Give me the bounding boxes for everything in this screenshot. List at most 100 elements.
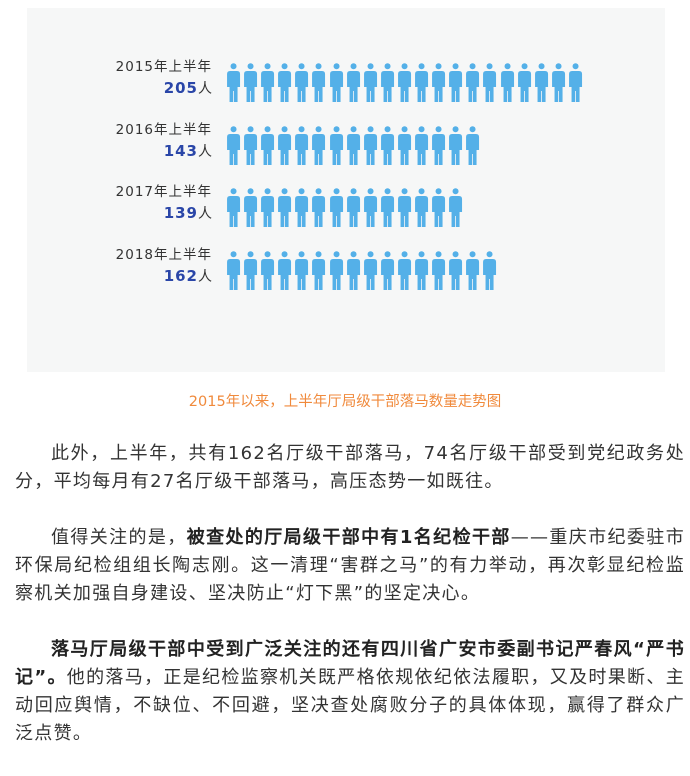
person-icon	[295, 188, 309, 227]
count-label: 162人	[62, 265, 212, 288]
person-icon	[244, 188, 258, 227]
count-unit: 人	[198, 269, 212, 285]
count-value: 205	[163, 79, 198, 97]
paragraph: 此外，上半年，共有162名厅级干部落马，74名厅级干部受到党纪政务处分，平均每月…	[15, 440, 685, 496]
person-icon	[483, 251, 497, 290]
person-icon	[432, 126, 446, 165]
person-icon	[415, 126, 429, 165]
person-icon	[500, 63, 514, 102]
person-icon	[449, 188, 463, 227]
person-icon	[278, 63, 292, 102]
person-icon	[380, 126, 394, 165]
paragraph: 落马厅局级干部中受到广泛关注的还有四川省广安市委副书记严春风“严书记”。他的落马…	[15, 636, 685, 748]
person-icon	[397, 188, 411, 227]
person-icon	[261, 126, 275, 165]
person-icon	[432, 63, 446, 102]
person-icon	[312, 63, 326, 102]
person-icon	[261, 63, 275, 102]
person-icon	[449, 126, 463, 165]
row-label: 2015年上半年 205人	[62, 57, 212, 100]
person-icon	[568, 63, 582, 102]
person-icon	[380, 188, 394, 227]
count-label: 205人	[62, 77, 212, 100]
person-icon	[244, 63, 258, 102]
person-icon-group	[225, 188, 464, 228]
row-label: 2016年上半年 143人	[62, 120, 212, 163]
row-label: 2018年上半年 162人	[62, 245, 212, 288]
person-icon	[466, 251, 480, 290]
bold-text: 落马厅局级干部中受到广泛关注的还有四川省广安市委副书记严春风“严书记”。	[15, 639, 685, 688]
person-icon	[227, 126, 241, 165]
person-icon-group	[225, 126, 481, 166]
person-icon	[415, 188, 429, 227]
person-icon	[346, 63, 360, 102]
person-icon	[483, 63, 497, 102]
bold-text: 被查处的厅局级干部中有1名纪检干部	[186, 527, 511, 548]
count-label: 139人	[62, 202, 212, 225]
count-unit: 人	[198, 206, 212, 222]
row-label: 2017年上半年 139人	[62, 182, 212, 225]
person-icon	[295, 126, 309, 165]
period-label: 2016年上半年	[115, 122, 212, 138]
person-icon	[380, 63, 394, 102]
person-icon	[449, 63, 463, 102]
person-icon	[295, 251, 309, 290]
person-icon	[363, 63, 377, 102]
person-icon	[551, 63, 565, 102]
person-icon	[363, 188, 377, 227]
count-value: 162	[163, 267, 198, 285]
person-icon	[261, 251, 275, 290]
person-icon	[534, 63, 548, 102]
count-unit: 人	[198, 144, 212, 160]
person-icon	[312, 126, 326, 165]
person-icon	[466, 126, 480, 165]
text: ——重庆市纪委驻市环保局纪检组组长陶志刚。这一清理“害群之马”的有力举动，再次彰…	[15, 527, 685, 604]
person-icon	[380, 251, 394, 290]
person-icon	[227, 188, 241, 227]
text: 他的落马，正是纪检监察机关既严格依规依纪依法履职，又及时果断、主动回应舆情，不缺…	[15, 667, 685, 744]
person-icon-group	[225, 251, 499, 291]
person-icon	[346, 251, 360, 290]
person-icon	[363, 126, 377, 165]
person-icon	[466, 63, 480, 102]
person-icon	[244, 126, 258, 165]
person-icon	[278, 126, 292, 165]
person-icon	[397, 126, 411, 165]
person-icon	[278, 251, 292, 290]
person-icon	[329, 251, 343, 290]
person-icon	[397, 251, 411, 290]
infographic-row: 2016年上半年 143人	[27, 120, 665, 170]
person-icon	[432, 188, 446, 227]
person-icon	[517, 63, 531, 102]
person-icon	[346, 188, 360, 227]
paragraph: 值得关注的是，被查处的厅局级干部中有1名纪检干部——重庆市纪委驻市环保局纪检组组…	[15, 524, 685, 608]
person-icon-group	[225, 63, 584, 103]
person-icon	[329, 188, 343, 227]
infographic-row: 2017年上半年 139人	[27, 182, 665, 232]
person-icon	[415, 63, 429, 102]
period-label: 2017年上半年	[115, 184, 212, 200]
count-unit: 人	[198, 81, 212, 97]
person-icon	[261, 188, 275, 227]
article-body: 此外，上半年，共有162名厅级干部落马，74名厅级干部受到党纪政务处分，平均每月…	[15, 440, 685, 776]
person-icon	[329, 126, 343, 165]
text: 此外，上半年，共有162名厅级干部落马，74名厅级干部受到党纪政务处分，平均每月…	[15, 443, 685, 492]
infographic-row: 2015年上半年 205人	[27, 57, 665, 107]
person-icon	[363, 251, 377, 290]
period-label: 2015年上半年	[115, 59, 212, 75]
infographic: 2015年上半年 205人 2016年上半年 143人 2017年上半年 139…	[27, 8, 665, 372]
person-icon	[449, 251, 463, 290]
person-icon	[397, 63, 411, 102]
person-icon	[295, 63, 309, 102]
person-icon	[227, 63, 241, 102]
person-icon	[346, 126, 360, 165]
text: 值得关注的是，	[51, 527, 187, 548]
person-icon	[244, 251, 258, 290]
count-value: 139	[163, 204, 198, 222]
count-value: 143	[163, 142, 198, 160]
infographic-row: 2018年上半年 162人	[27, 245, 665, 295]
person-icon	[415, 251, 429, 290]
person-icon	[278, 188, 292, 227]
count-label: 143人	[62, 140, 212, 163]
period-label: 2018年上半年	[115, 247, 212, 263]
